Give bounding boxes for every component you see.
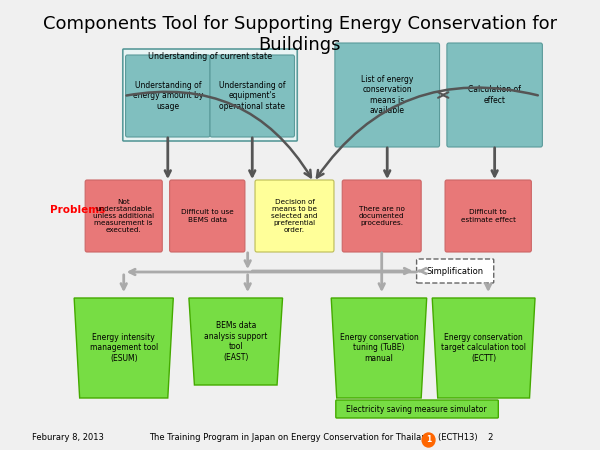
- FancyBboxPatch shape: [336, 400, 499, 418]
- Text: Electricity saving measure simulator: Electricity saving measure simulator: [346, 405, 487, 414]
- Text: There are no
documented
procedures.: There are no documented procedures.: [359, 206, 404, 226]
- Text: Components Tool for Supporting Energy Conservation for
Buildings: Components Tool for Supporting Energy Co…: [43, 15, 557, 54]
- Polygon shape: [74, 298, 173, 398]
- FancyBboxPatch shape: [416, 259, 494, 283]
- FancyBboxPatch shape: [123, 49, 297, 141]
- Text: Understanding of current state: Understanding of current state: [148, 52, 272, 61]
- Text: BEMs data
analysis support
tool
(EAST): BEMs data analysis support tool (EAST): [204, 321, 268, 362]
- FancyBboxPatch shape: [255, 180, 334, 252]
- Text: Calculation of
effect: Calculation of effect: [468, 86, 521, 105]
- Text: The Training Program in Japan on Energy Conservation for Thailand: The Training Program in Japan on Energy …: [149, 433, 433, 442]
- Text: Problems: Problems: [50, 205, 106, 215]
- Text: Understanding of
energy amount by
usage: Understanding of energy amount by usage: [133, 81, 203, 111]
- Circle shape: [422, 433, 435, 447]
- Polygon shape: [189, 298, 283, 385]
- FancyBboxPatch shape: [125, 55, 210, 137]
- FancyBboxPatch shape: [335, 43, 440, 147]
- FancyBboxPatch shape: [85, 180, 162, 252]
- FancyBboxPatch shape: [210, 55, 295, 137]
- Text: Feburary 8, 2013: Feburary 8, 2013: [32, 433, 104, 442]
- FancyBboxPatch shape: [170, 180, 245, 252]
- Text: Simplification: Simplification: [427, 266, 484, 275]
- Text: 1: 1: [426, 436, 431, 445]
- Polygon shape: [331, 298, 427, 398]
- Text: Understanding of
equipment's
operational state: Understanding of equipment's operational…: [219, 81, 286, 111]
- Text: Decision of
means to be
selected and
preferential
order.: Decision of means to be selected and pre…: [271, 199, 318, 233]
- FancyBboxPatch shape: [445, 180, 532, 252]
- Text: Difficult to use
BEMS data: Difficult to use BEMS data: [181, 210, 233, 222]
- Text: Energy intensity
management tool
(ESUM): Energy intensity management tool (ESUM): [89, 333, 158, 363]
- Text: Not
understandable
unless additional
measurement is
executed.: Not understandable unless additional mea…: [93, 199, 154, 233]
- FancyBboxPatch shape: [447, 43, 542, 147]
- Text: Energy conservation
target calculation tool
(ECTT): Energy conservation target calculation t…: [441, 333, 526, 363]
- Text: List of energy
conservation
means is
available: List of energy conservation means is ava…: [361, 75, 413, 115]
- FancyBboxPatch shape: [342, 180, 421, 252]
- Text: Difficult to
estimate effect: Difficult to estimate effect: [461, 210, 516, 222]
- Polygon shape: [432, 298, 535, 398]
- Text: (ECTH13)    2: (ECTH13) 2: [438, 433, 493, 442]
- Text: Energy conservation
tuning (TuBE)
manual: Energy conservation tuning (TuBE) manual: [340, 333, 418, 363]
